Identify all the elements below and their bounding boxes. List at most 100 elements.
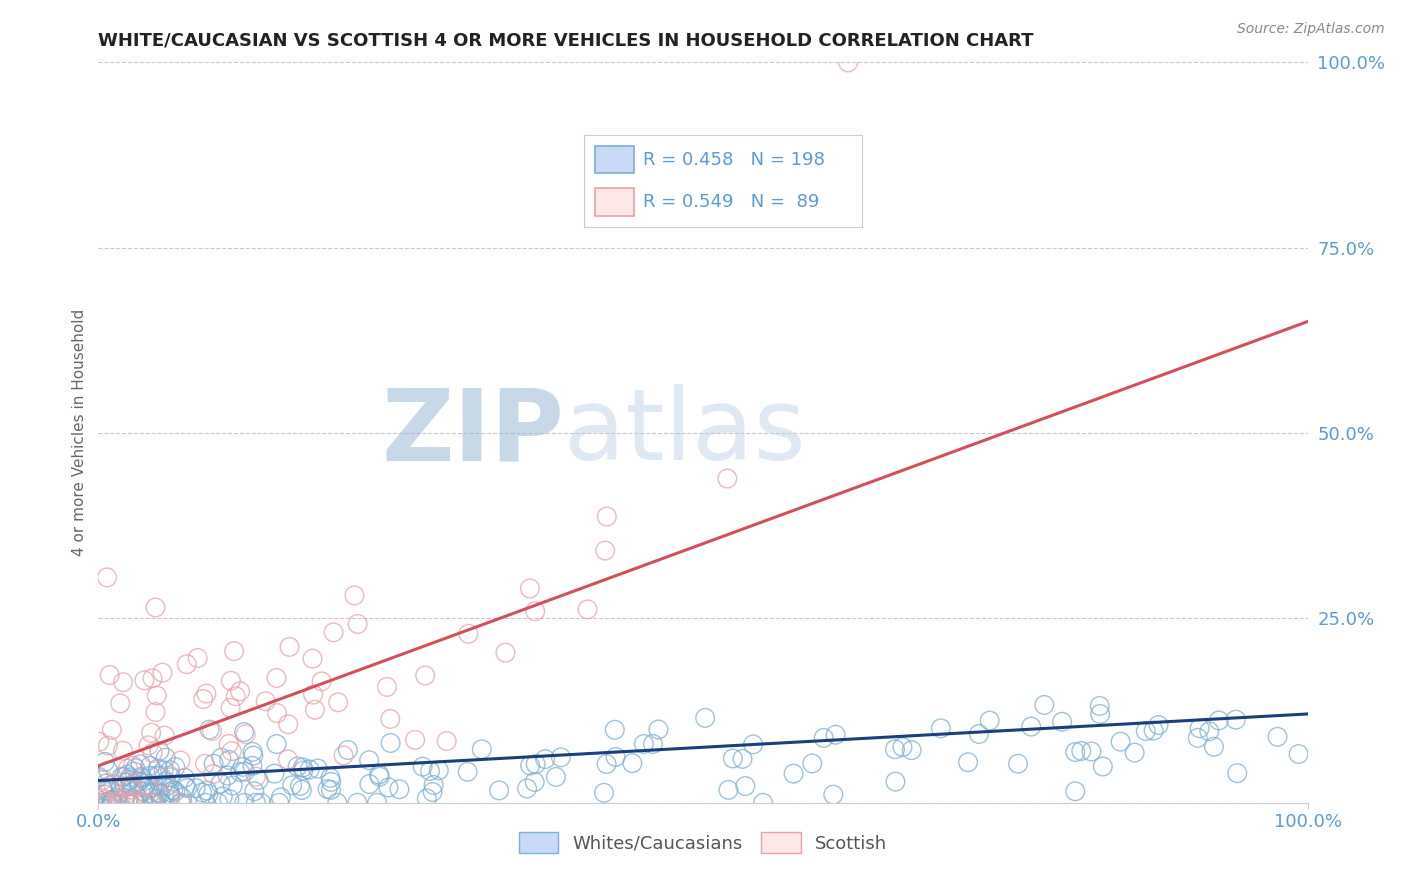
Point — [139, 796, 162, 810]
Point — [519, 582, 541, 596]
Point — [291, 760, 314, 774]
Point — [111, 770, 134, 784]
Point — [319, 783, 342, 797]
Point — [135, 796, 157, 810]
Point — [311, 674, 333, 689]
Point — [488, 783, 510, 797]
Point — [240, 759, 263, 773]
Point — [516, 781, 538, 796]
Point — [368, 767, 391, 781]
Point — [319, 771, 342, 785]
Point — [98, 668, 121, 682]
Point — [266, 706, 288, 720]
Point — [277, 717, 299, 731]
Point — [321, 775, 343, 789]
Point — [422, 778, 444, 792]
Point — [91, 780, 114, 795]
Point — [112, 675, 135, 690]
Point — [122, 796, 145, 810]
Point — [292, 764, 315, 778]
Point — [98, 779, 121, 793]
Point — [229, 684, 252, 698]
Point — [346, 616, 368, 631]
Point — [1064, 745, 1087, 759]
Point — [232, 760, 254, 774]
Point — [1225, 713, 1247, 727]
Point — [524, 604, 547, 618]
Point — [523, 775, 546, 789]
Point — [159, 792, 181, 806]
Point — [291, 783, 314, 797]
Point — [97, 739, 120, 753]
Point — [141, 780, 163, 795]
Point — [101, 793, 124, 807]
Point — [131, 771, 153, 785]
Point — [101, 723, 124, 737]
Point — [172, 796, 194, 810]
Point — [343, 589, 366, 603]
Point — [101, 796, 124, 810]
Point — [884, 774, 907, 789]
Point — [112, 770, 135, 784]
Point — [118, 770, 141, 784]
Point — [1267, 730, 1289, 744]
Point — [1188, 721, 1211, 735]
Point — [114, 780, 136, 794]
Y-axis label: 4 or more Vehicles in Household: 4 or more Vehicles in Household — [72, 309, 87, 557]
Point — [202, 756, 225, 771]
Point — [457, 764, 479, 779]
Point — [245, 796, 267, 810]
Point — [519, 758, 541, 772]
Point — [266, 737, 288, 751]
Point — [801, 756, 824, 771]
Point — [134, 780, 156, 794]
Point — [413, 668, 436, 682]
Point — [266, 671, 288, 685]
Point — [307, 762, 329, 776]
Point — [103, 777, 125, 791]
Point — [837, 55, 859, 70]
Point — [332, 748, 354, 763]
Point — [1147, 718, 1170, 732]
Text: WHITE/CAUCASIAN VS SCOTTISH 4 OR MORE VEHICLES IN HOUSEHOLD CORRELATION CHART: WHITE/CAUCASIAN VS SCOTTISH 4 OR MORE VE… — [98, 32, 1033, 50]
Point — [359, 777, 381, 791]
Point — [93, 784, 115, 798]
Point — [229, 764, 252, 779]
Point — [404, 732, 426, 747]
Point — [202, 767, 225, 781]
Point — [326, 796, 349, 810]
Point — [534, 752, 557, 766]
Point — [89, 735, 111, 749]
Point — [1226, 766, 1249, 780]
Text: R = 0.549   N =  89: R = 0.549 N = 89 — [643, 194, 820, 211]
Point — [176, 657, 198, 672]
Point — [1088, 706, 1111, 721]
Point — [94, 788, 117, 802]
Point — [129, 757, 152, 772]
Point — [721, 751, 744, 765]
Point — [368, 770, 391, 784]
Point — [1202, 739, 1225, 754]
Point — [162, 783, 184, 797]
Point — [752, 796, 775, 810]
Point — [233, 796, 256, 810]
Point — [145, 689, 167, 703]
Point — [416, 791, 439, 805]
Point — [159, 789, 181, 803]
Point — [149, 796, 172, 810]
Point — [197, 787, 219, 801]
Point — [105, 796, 128, 810]
Point — [593, 543, 616, 558]
Point — [173, 771, 195, 785]
Point — [242, 745, 264, 759]
Point — [209, 750, 232, 764]
Point — [471, 742, 494, 756]
Point — [169, 754, 191, 768]
Point — [165, 760, 187, 774]
Text: atlas: atlas — [564, 384, 806, 481]
Point — [187, 651, 209, 665]
Point — [1019, 720, 1042, 734]
Point — [100, 793, 122, 807]
Point — [159, 763, 181, 777]
Point — [595, 757, 617, 772]
